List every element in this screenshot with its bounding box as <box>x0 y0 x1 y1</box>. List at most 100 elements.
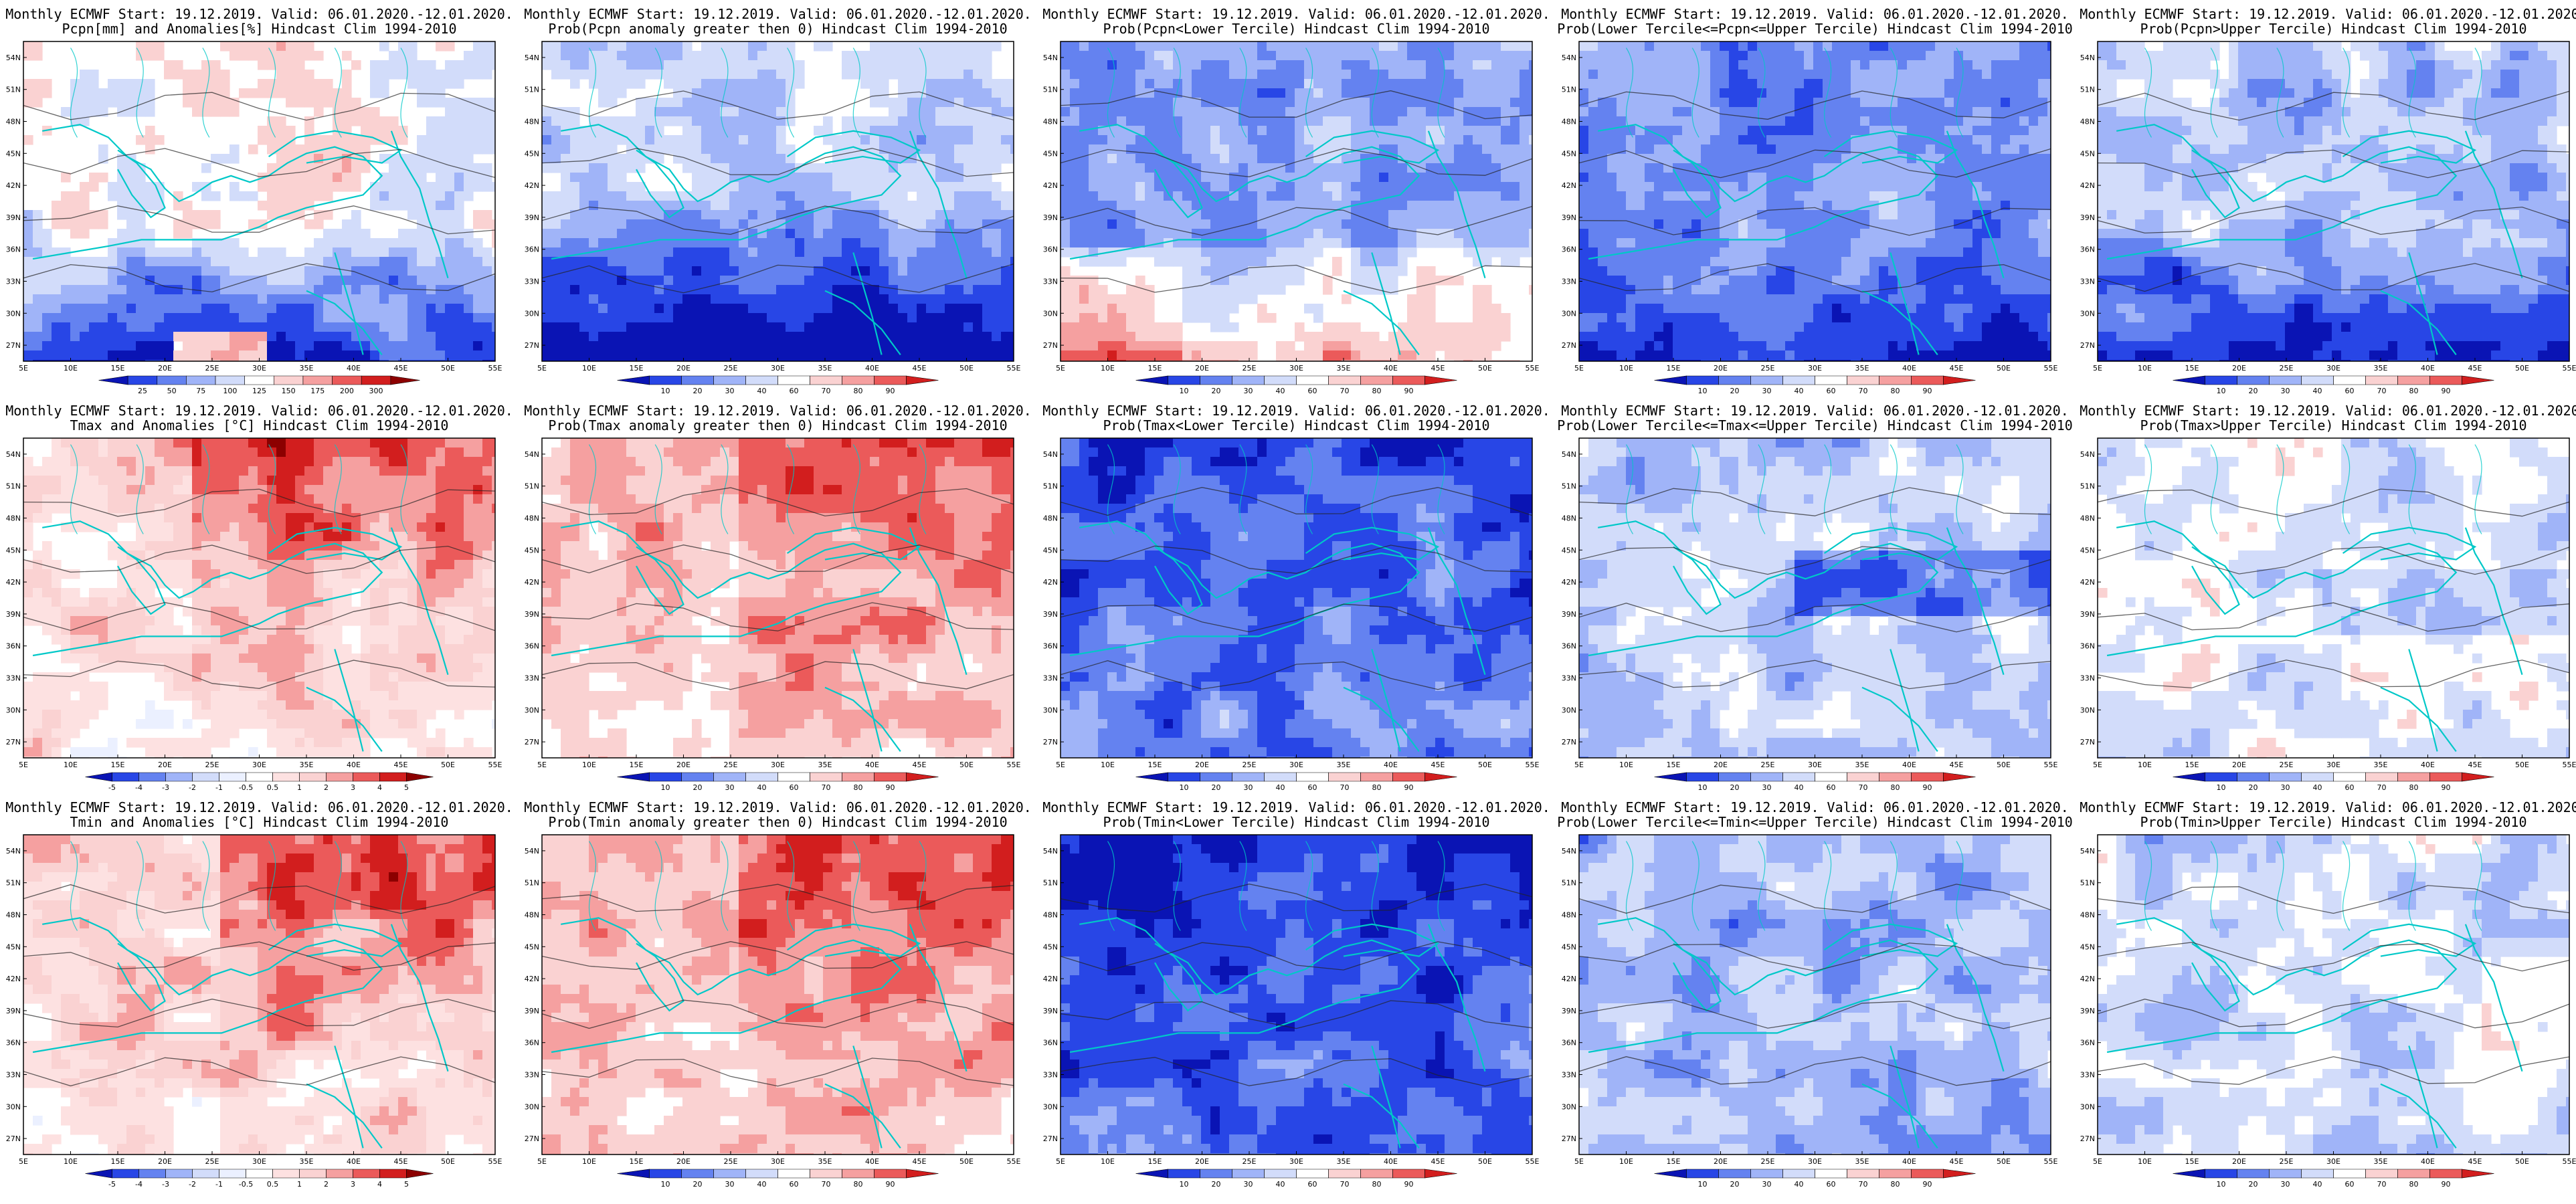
lon-tick-label: 40E <box>347 1157 361 1166</box>
colorbar-swatch <box>1879 1169 1912 1179</box>
colorbar-swatch <box>617 1169 650 1179</box>
lon-tick-label: 55E <box>1007 1157 1021 1166</box>
colorbar-label: 70 <box>2377 783 2387 792</box>
lon-tick-label: 15E <box>111 364 125 373</box>
lat-tick-label: 42N <box>2080 578 2095 587</box>
lat-tick-label: 30N <box>1562 706 1576 714</box>
lon-tick-label: 30E <box>771 1157 785 1166</box>
lat-tick-label: 27N <box>6 1134 21 1143</box>
colorbar-label: -1 <box>215 783 223 792</box>
lon-tick-label: 5E <box>2093 761 2102 769</box>
lon-tick-label: 35E <box>1855 761 1869 769</box>
lat-tick-label: 51N <box>525 86 539 94</box>
colorbar-swatch <box>2269 772 2302 782</box>
colorbar-swatch <box>2269 375 2302 385</box>
panel-title-line2: Prob(Tmax anomaly greater then 0) Hindca… <box>548 417 1007 433</box>
colorbar-label: 30 <box>1762 387 1772 395</box>
colorbar: 10 20 30 40 60 70 80 90 <box>1654 375 1976 395</box>
colorbar-swatch <box>192 1169 219 1179</box>
lon-tick-label: 10E <box>1101 761 1115 769</box>
colorbar-label: 10 <box>1180 783 1189 792</box>
colorbar-label: 20 <box>2249 1180 2258 1189</box>
colorbar-label: 40 <box>1276 1180 1285 1189</box>
lat-tick-label: 36N <box>1043 642 1058 651</box>
map-panel: Monthly ECMWF Start: 19.12.2019. Valid: … <box>1042 403 1550 792</box>
lon-tick-label: 5E <box>1056 1157 1065 1166</box>
colorbar-label: 80 <box>2409 783 2419 792</box>
panel-title-line1: Monthly ECMWF Start: 19.12.2019. Valid: … <box>1042 799 1550 815</box>
lat-tick-label: 36N <box>525 642 539 651</box>
lon-tick-label: 10E <box>1619 1157 1633 1166</box>
colorbar-label: 30 <box>2281 387 2290 395</box>
panel-title-line1: Monthly ECMWF Start: 19.12.2019. Valid: … <box>1561 403 2069 419</box>
colorbar-label: -4 <box>135 783 143 792</box>
lon-tick-label: 5E <box>1056 364 1065 373</box>
panel-title-line2: Prob(Tmin anomaly greater then 0) Hindca… <box>548 814 1007 830</box>
lon-tick-label: 5E <box>19 364 28 373</box>
lat-tick-label: 48N <box>1043 118 1058 126</box>
colorbar: 10 20 30 40 60 70 80 90 <box>1135 375 1457 395</box>
colorbar-label: 10 <box>1698 387 1708 395</box>
colorbar-swatch <box>215 375 245 385</box>
colorbar-label: 70 <box>1340 783 1350 792</box>
colorbar-swatch <box>842 1169 875 1179</box>
lon-tick-label: 50E <box>959 1157 974 1166</box>
colorbar-label: 40 <box>1276 387 1285 395</box>
lat-tick-label: 39N <box>1562 1007 1576 1015</box>
lat-tick-label: 54N <box>2080 54 2095 62</box>
colorbar-label: 3 <box>351 1180 355 1189</box>
colorbar: -5 -4 -3 -2 -1 -0.5 0.5 1 2 3 4 5 <box>85 1169 434 1189</box>
colorbar-swatch <box>681 1169 714 1179</box>
colorbar-swatch <box>1879 375 1912 385</box>
lat-tick-label: 27N <box>1562 1134 1576 1143</box>
colorbar-swatch <box>2205 1169 2237 1179</box>
colorbar-label: 10 <box>661 783 670 792</box>
lon-tick-label: 20E <box>1714 761 1728 769</box>
lon-tick-label: 20E <box>676 1157 691 1166</box>
lon-tick-label: 45E <box>913 364 927 373</box>
colorbar-swatch <box>810 1169 842 1179</box>
colorbar-swatch <box>1686 375 1719 385</box>
lat-tick-label: 33N <box>2080 1071 2095 1080</box>
colorbar-swatch <box>326 772 353 782</box>
lat-tick-label: 45N <box>6 546 21 555</box>
lon-tick-label: 15E <box>1667 761 1681 769</box>
lat-tick-label: 30N <box>1562 309 1576 318</box>
colorbar-label: 20 <box>1212 783 1221 792</box>
lat-tick-label: 48N <box>1043 911 1058 920</box>
colorbar-label: 40 <box>1795 1180 1804 1189</box>
lat-tick-label: 33N <box>2080 674 2095 683</box>
map-field <box>1061 438 1532 758</box>
lon-tick-label: 50E <box>1478 761 1492 769</box>
lon-tick-label: 40E <box>865 364 879 373</box>
colorbar-swatch <box>2365 1169 2398 1179</box>
lat-tick-label: 48N <box>6 911 21 920</box>
lat-tick-label: 45N <box>6 149 21 158</box>
colorbar-swatch <box>2365 375 2398 385</box>
colorbar-swatch <box>2462 1169 2494 1179</box>
lat-tick-label: 33N <box>1562 278 1576 286</box>
lat-tick-label: 42N <box>2080 975 2095 983</box>
colorbar-label: 30 <box>2281 783 2290 792</box>
lat-tick-label: 42N <box>1043 975 1058 983</box>
colorbar-swatch <box>874 1169 907 1179</box>
lon-tick-label: 50E <box>959 761 974 769</box>
lon-tick-label: 15E <box>1148 364 1162 373</box>
colorbar-label: 80 <box>2409 387 2419 395</box>
colorbar-swatch <box>2397 375 2430 385</box>
colorbar-swatch <box>713 1169 746 1179</box>
lon-tick-label: 45E <box>913 761 927 769</box>
map-panel: Monthly ECMWF Start: 19.12.2019. Valid: … <box>2080 6 2576 395</box>
colorbar-label: 2 <box>324 1180 329 1189</box>
panel-title-line2: Prob(Tmin>Upper Tercile) Hindcast Clim 1… <box>2140 814 2527 830</box>
map-field <box>1579 835 2051 1155</box>
lon-tick-label: 5E <box>2093 1157 2102 1166</box>
colorbar-label: 90 <box>2442 783 2451 792</box>
colorbar-swatch <box>1168 772 1200 782</box>
colorbar-swatch <box>2462 772 2494 782</box>
lon-tick-label: 40E <box>1902 1157 1916 1166</box>
lon-tick-label: 45E <box>1950 364 1964 373</box>
lat-tick-label: 54N <box>6 847 21 856</box>
lat-tick-label: 51N <box>525 482 539 491</box>
colorbar-label: 60 <box>2345 387 2355 395</box>
